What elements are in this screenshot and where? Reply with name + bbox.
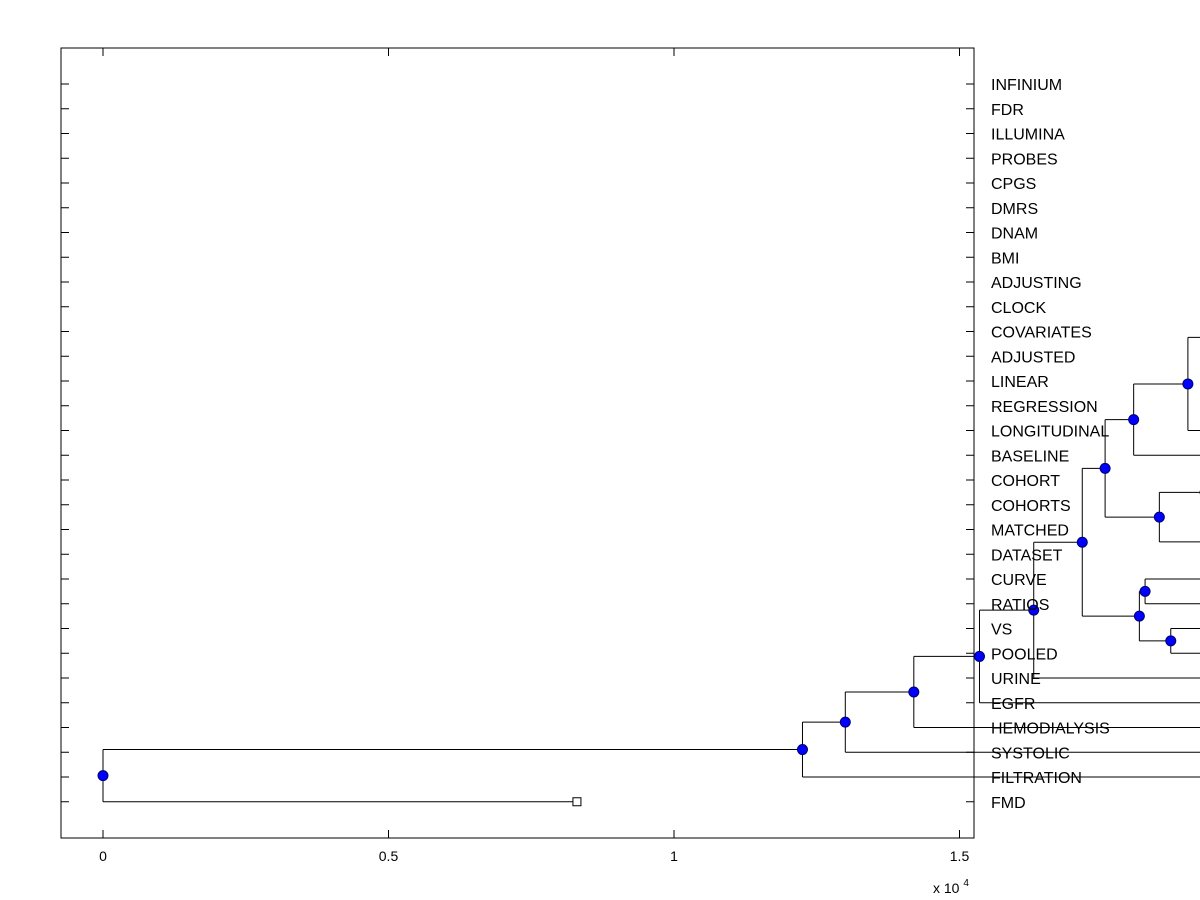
leaf-label: FMD [991,795,1026,812]
leaf-label: HEMODIALYSIS [991,721,1110,738]
leaf-label: COHORT [991,473,1060,490]
leaf-label: URINE [991,671,1041,688]
leaf-marker [572,797,582,807]
leaf-label: REGRESSION [991,399,1098,416]
leaf-label: BASELINE [991,448,1069,465]
x-axis-multiplier-exponent: 4 [963,878,969,889]
leaf-label: COHORTS [991,498,1071,515]
plot-frame [60,47,975,839]
leaf-label: MATCHED [991,523,1069,540]
leaf-label: VS [991,622,1012,639]
leaf-label: DATASET [991,547,1063,564]
leaf-label: CURVE [991,572,1047,589]
merge-node-marker [1182,378,1194,390]
leaf-label: PROBES [991,151,1058,168]
leaf-label: INFINIUM [991,77,1062,94]
leaf-label: ADJUSTED [991,349,1075,366]
leaf-label: LONGITUDINAL [991,424,1109,441]
x-tick-label: 1 [670,848,678,864]
leaf-label: DMRS [991,201,1038,218]
x-axis-multiplier-base: x 10 [933,880,960,896]
merge-node-marker [973,650,985,662]
leaf-label: LINEAR [991,374,1049,391]
leaf-label: CPGS [991,176,1036,193]
leaf-label: EGFR [991,696,1035,713]
merge-node-markers [97,378,1200,782]
merge-node-marker [1076,536,1088,548]
x-axis-multiplier: x 10 4 [933,878,969,896]
merge-node-marker [839,716,851,728]
leaf-label: BMI [991,250,1019,267]
leaf-label: ILLUMINA [991,127,1065,144]
merge-node-marker [1153,511,1165,523]
leaf-label: COVARIATES [991,325,1092,342]
x-tick-label: 0 [99,848,107,864]
merge-node-marker [1133,610,1145,622]
leaf-label: ADJUSTING [991,275,1082,292]
merge-node-marker [1028,604,1040,616]
merge-node-marker [97,770,109,782]
merge-node-marker [1128,414,1140,426]
leaf-label: SYSTOLIC [991,745,1070,762]
merge-node-marker [908,686,920,698]
leaf-markers [572,797,582,807]
leaf-label: POOLED [991,646,1058,663]
merge-node-marker [1099,462,1111,474]
y-tick-marks [61,83,974,803]
leaf-labels: INFINIUM FDR ILLUMINA PROBES CPGS DMRS DNAM BMI… [991,77,1110,812]
x-tick-label: 0.5 [379,848,399,864]
merge-node-marker [796,744,808,756]
leaf-label: CLOCK [991,300,1046,317]
leaf-label: DNAM [991,226,1038,243]
leaf-label: RATIOS [991,597,1049,614]
leaf-label: FILTRATION [991,770,1082,787]
merge-node-marker [1139,585,1151,597]
x-axis: 00.511.522.53 [99,48,970,864]
x-tick-label: 1.5 [950,848,970,864]
merge-node-marker [1165,635,1177,647]
leaf-label: FDR [991,102,1024,119]
